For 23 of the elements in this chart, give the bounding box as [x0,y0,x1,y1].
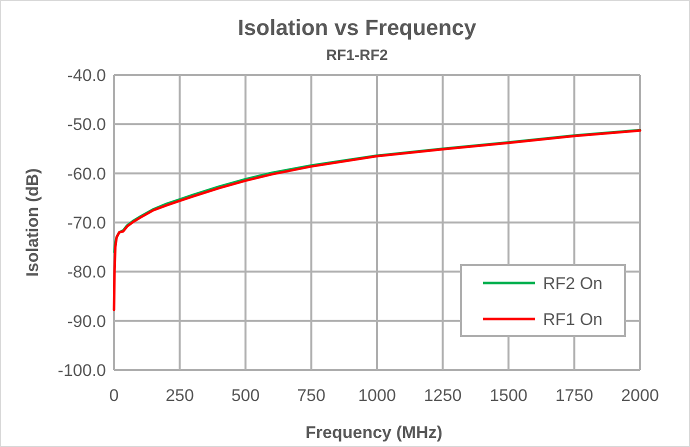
chart-title: Isolation vs Frequency [238,15,477,40]
x-axis-title: Frequency (MHz) [306,423,442,442]
y-tick-label: -80.0 [67,262,106,282]
y-tick-label: -60.0 [67,164,106,184]
x-tick-label: 0 [109,386,119,405]
x-tick-label: 750 [297,386,326,405]
y-tick-label: -40.0 [67,66,106,85]
x-tick-label: 2000 [621,386,659,405]
legend-label: RF2 On [543,274,603,293]
y-axis-title: Isolation (dB) [23,168,42,277]
line-series [112,129,642,312]
x-tick-label: 250 [166,386,194,405]
y-tick-label: -100.0 [58,360,106,380]
y-tick-label: -90.0 [67,312,106,331]
y-tick-label: -50.0 [67,115,106,134]
x-tick-label: 1000 [358,386,396,405]
legend-label: RF1 On [543,310,603,329]
y-tick-label: -70.0 [67,213,106,232]
x-tick-label: 500 [231,386,260,405]
x-tick-label: 1500 [490,386,528,405]
x-tick-label: 1750 [555,386,594,405]
chart-subtitle: RF1-RF2 [326,47,388,64]
x-tick-label: 1250 [424,386,462,405]
